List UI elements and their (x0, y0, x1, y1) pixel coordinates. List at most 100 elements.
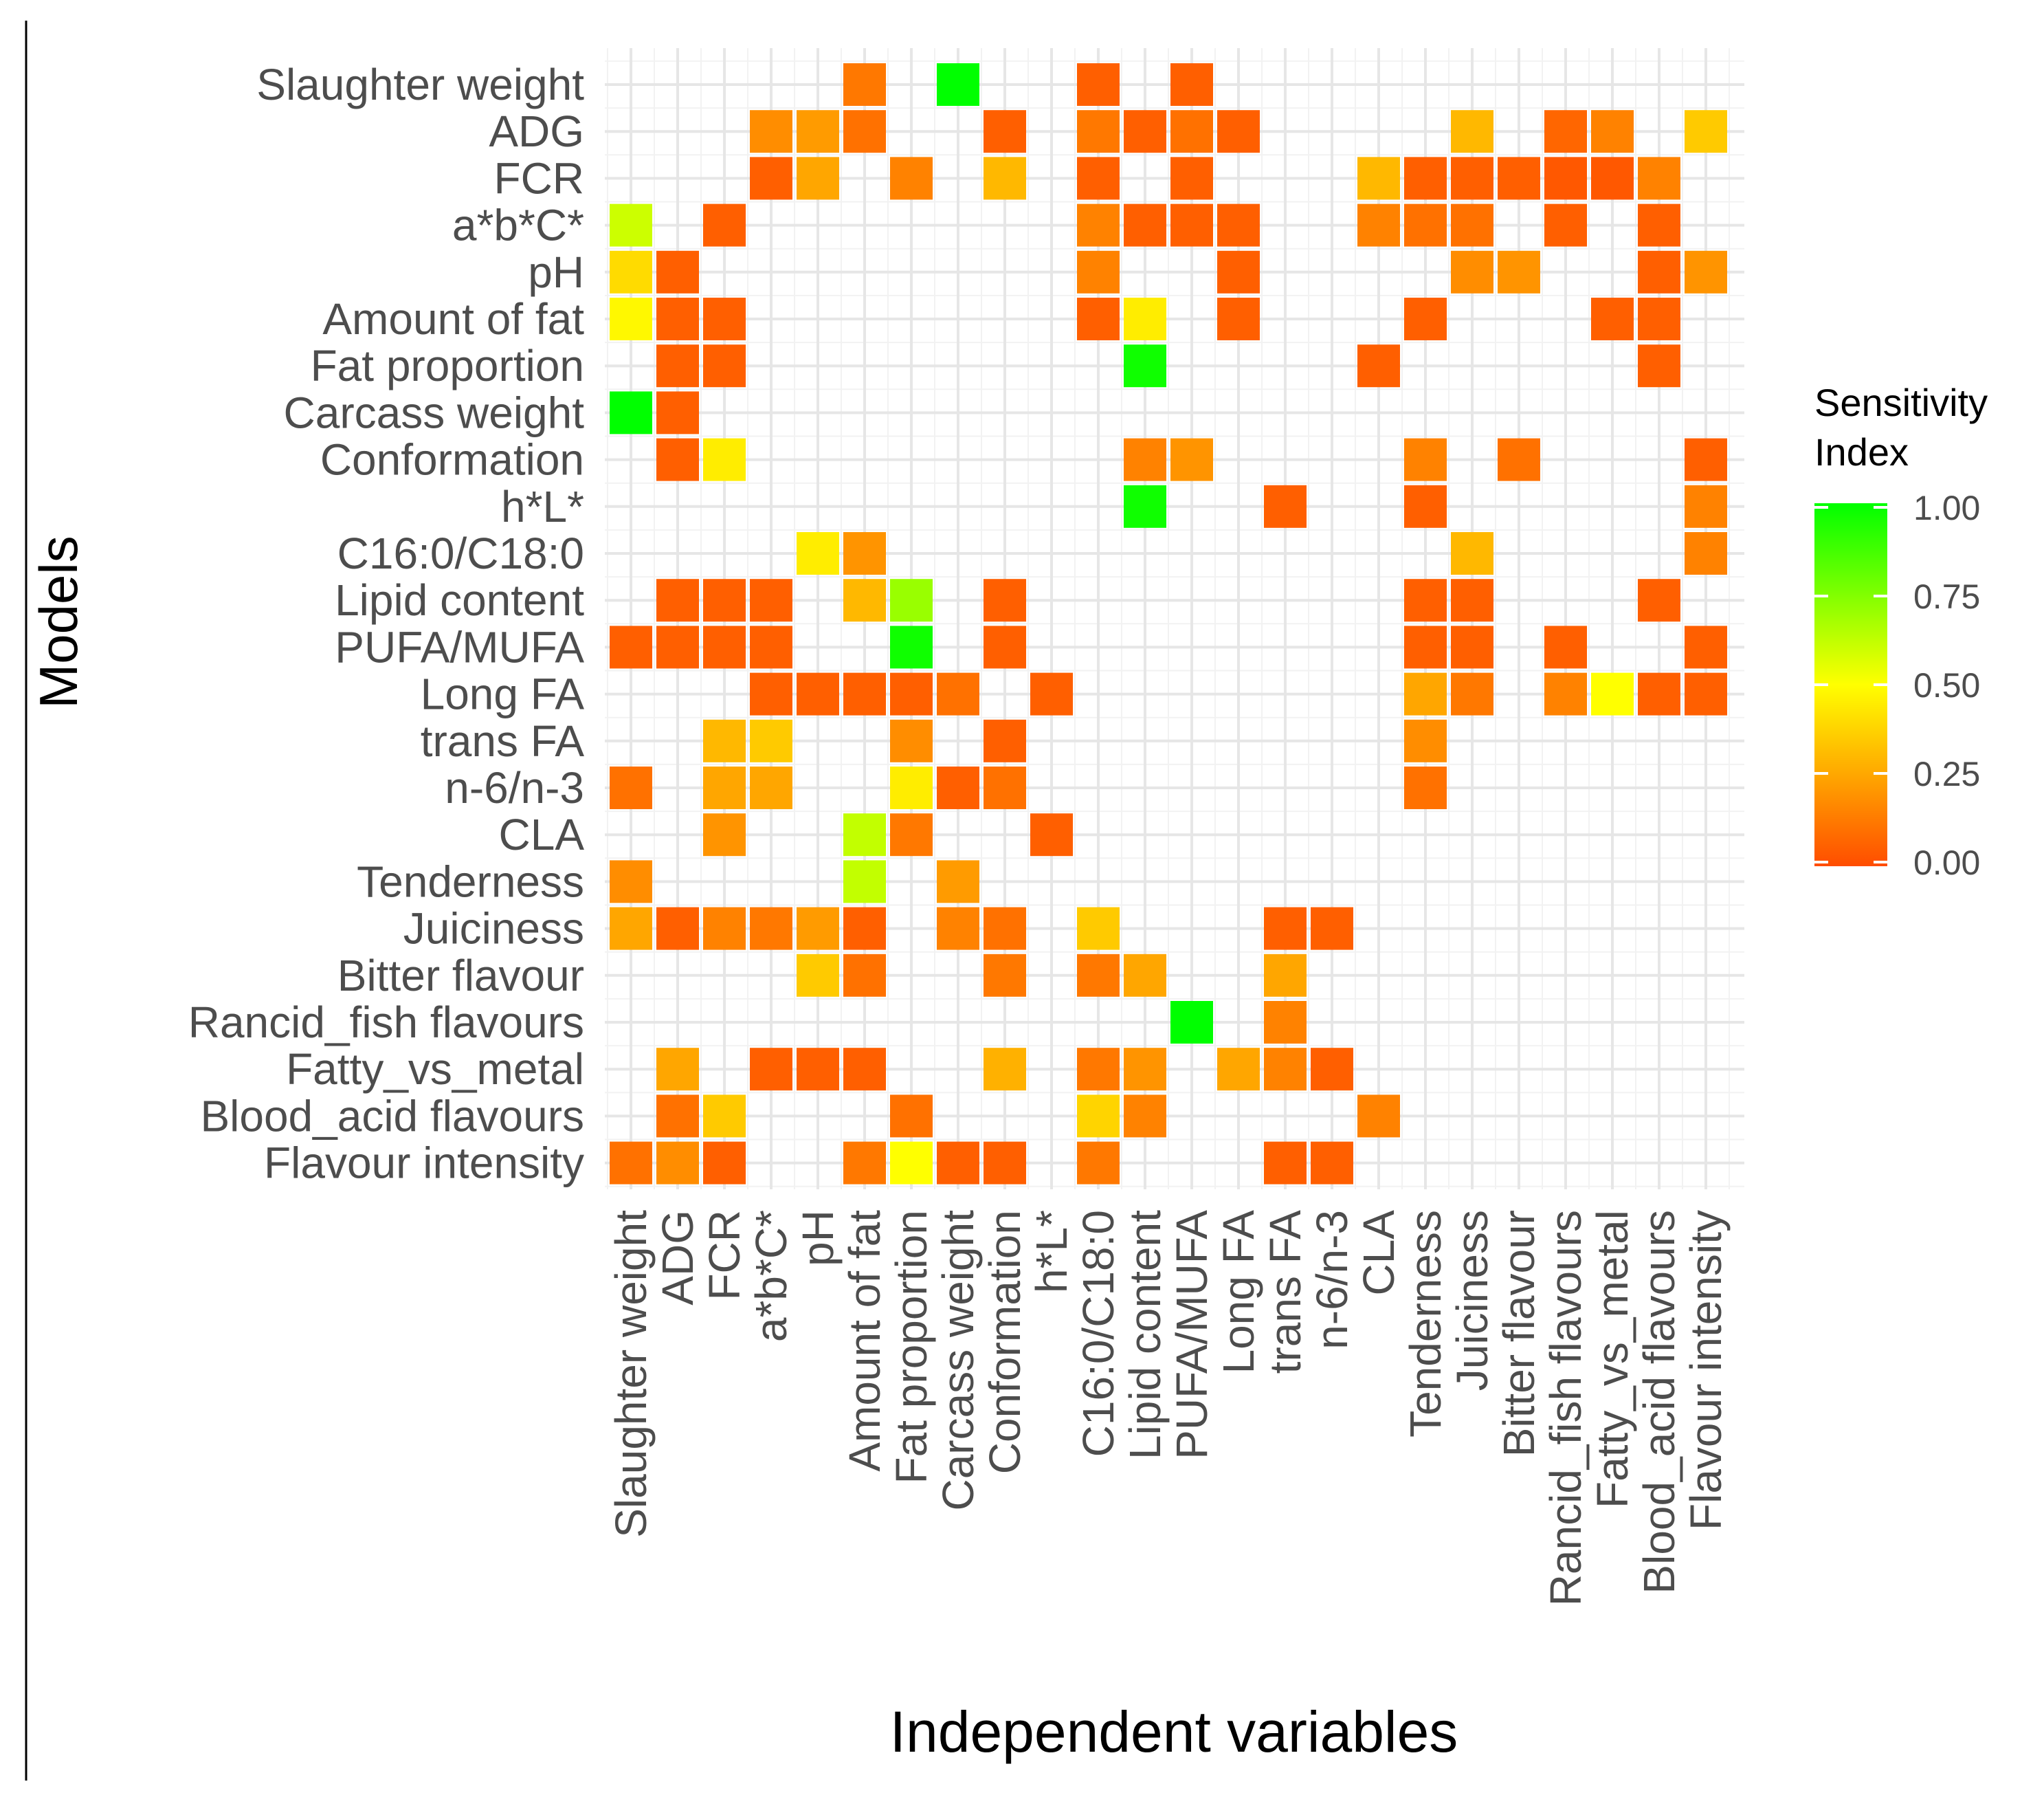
heatmap-cell (1077, 203, 1120, 247)
y-tick-label: Flavour intensity (264, 1138, 584, 1188)
legend-title-line-1: Sensitivity (1814, 381, 1988, 424)
heatmap-cell (843, 110, 886, 153)
heatmap-cell (656, 579, 699, 622)
heatmap-cell (1591, 672, 1634, 716)
y-tick-label: Amount of fat (322, 294, 584, 344)
heatmap-cell (1544, 672, 1587, 716)
heatmap-cell (984, 626, 1026, 669)
heatmap-cell (1451, 110, 1493, 153)
heatmap-cell (610, 250, 652, 294)
heatmap-cell (1124, 344, 1166, 388)
heatmap-cell (703, 438, 746, 481)
heatmap-cell (1264, 1001, 1307, 1044)
heatmap-cell (1685, 485, 1727, 528)
y-tick-label: pH (528, 247, 584, 297)
heatmap-cell (890, 1141, 933, 1185)
x-tick-label: Fat proportion (887, 1210, 936, 1484)
heatmap-cell (797, 532, 839, 575)
heatmap-cell (750, 157, 792, 200)
heatmap-cell (1685, 438, 1727, 481)
heatmap-cell (610, 907, 652, 950)
y-tick-label: Rancid_fish flavours (188, 998, 584, 1047)
heatmap-cell (610, 391, 652, 434)
y-tick-label: n-6/n-3 (445, 763, 584, 813)
x-tick-label: Flavour intensity (1681, 1210, 1731, 1530)
heatmap-cell (890, 579, 933, 622)
heatmap-cell (1077, 907, 1120, 950)
y-tick-label: Juiciness (403, 904, 584, 954)
heatmap-cell (703, 813, 746, 857)
heatmap-cell (890, 813, 933, 857)
heatmap-cell (1451, 579, 1493, 622)
heatmap-cell (750, 907, 792, 950)
heatmap-cell (703, 1141, 746, 1185)
heatmap-cell (1124, 203, 1166, 247)
legend-break-label: 0.75 (1913, 577, 1980, 616)
heatmap-cell (1685, 250, 1727, 294)
heatmap-cell (703, 907, 746, 950)
x-tick-label: Lipid content (1120, 1210, 1170, 1460)
heatmap-cell (1264, 1048, 1307, 1091)
heatmap-cell (1217, 298, 1260, 340)
heatmap-cell (1077, 250, 1120, 294)
heatmap-cell (1451, 250, 1493, 294)
heatmap-cell (843, 860, 886, 903)
heatmap-cell (843, 954, 886, 997)
heatmap-cell (937, 767, 979, 809)
heatmap-cell (1077, 1094, 1120, 1138)
heatmap-cell (750, 110, 792, 153)
heatmap-cell (797, 1048, 839, 1091)
heatmap-cell (656, 344, 699, 388)
heatmap-cell (1170, 63, 1213, 106)
heatmap-cell (1404, 767, 1447, 809)
heatmap-cell (984, 907, 1026, 950)
heatmap-cell (1404, 719, 1447, 762)
heatmap-cell (890, 719, 933, 762)
heatmap-cell (890, 767, 933, 809)
x-tick-label: Tenderness (1401, 1210, 1450, 1438)
heatmap-cell (1591, 110, 1634, 153)
heatmap-cell (1077, 157, 1120, 200)
y-tick-label: Fat proportion (311, 341, 584, 390)
heatmap-cell (656, 438, 699, 481)
heatmap-cell (1170, 1001, 1213, 1044)
heatmap-cell (890, 672, 933, 716)
y-tick-label: FCR (493, 153, 584, 203)
heatmap-cell (1124, 485, 1166, 528)
heatmap-cell (1638, 344, 1680, 388)
heatmap-cell (1498, 250, 1540, 294)
y-axis-title: Models (28, 536, 89, 708)
heatmap-cell (1217, 250, 1260, 294)
x-tick-label: PUFA/MUFA (1167, 1210, 1217, 1460)
heatmap-cell (1170, 203, 1213, 247)
heatmap-cell (797, 672, 839, 716)
heatmap-cell (1264, 954, 1307, 997)
heatmap-cell (797, 110, 839, 153)
heatmap-cell (1124, 298, 1166, 340)
y-tick-label: Bitter flavour (337, 951, 584, 1000)
heatmap-cell (843, 579, 886, 622)
heatmap-cell (656, 298, 699, 340)
heatmap-cell (1404, 672, 1447, 716)
x-tick-label: n-6/n-3 (1307, 1210, 1357, 1350)
heatmap-cell (656, 1141, 699, 1185)
heatmap-cell (984, 579, 1026, 622)
heatmap-cell (1124, 110, 1166, 153)
heatmap-cell (1077, 110, 1120, 153)
heatmap-cell (1170, 438, 1213, 481)
heatmap-cell (610, 626, 652, 669)
heatmap-cell (1404, 626, 1447, 669)
heatmap-cell (1404, 438, 1447, 481)
heatmap-cell (610, 298, 652, 340)
heatmap-cell (843, 532, 886, 575)
y-tick-label: ADG (489, 107, 584, 156)
heatmap-cell (1311, 1048, 1353, 1091)
y-tick-label: h*L* (501, 482, 584, 531)
legend-break-label: 0.25 (1913, 755, 1980, 793)
heatmap-cell (656, 626, 699, 669)
heatmap-cell (1638, 203, 1680, 247)
heatmap-cell (1170, 157, 1213, 200)
heatmap-cell (1264, 907, 1307, 950)
heatmap-cell (1077, 1141, 1120, 1185)
